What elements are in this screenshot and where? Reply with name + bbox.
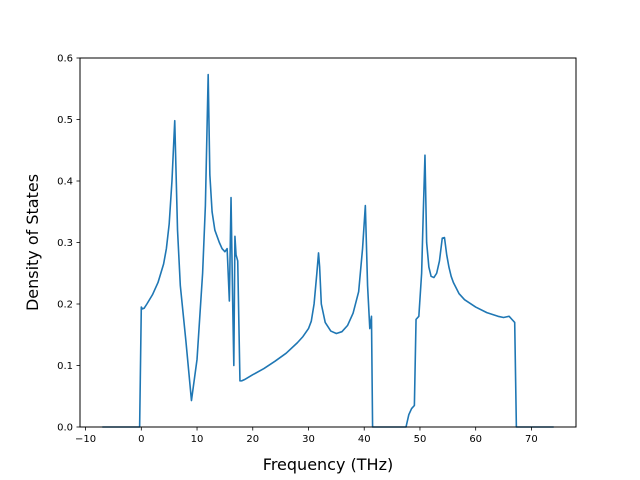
x-tick-label: 40 [358, 434, 371, 445]
y-tick-label: 0.1 [57, 361, 73, 372]
x-tick-label: 50 [414, 434, 427, 445]
y-tick-label: 0.5 [57, 115, 73, 126]
plot-area [80, 58, 576, 427]
y-axis-label: Density of States [23, 174, 42, 311]
y-tick-label: 0.3 [57, 238, 73, 249]
x-tick-label: 0 [138, 434, 144, 445]
x-tick-label: 30 [302, 434, 315, 445]
y-tick-label: 0.6 [57, 54, 73, 65]
y-tick-label: 0.2 [57, 300, 73, 311]
x-tick-label: 60 [469, 434, 482, 445]
series-layer [102, 73, 554, 428]
x-tick-label: 70 [525, 434, 538, 445]
x-tick-label: 20 [246, 434, 259, 445]
y-ticks: 0.0 0.1 0.2 0.3 0.4 0.5 0.6 [57, 54, 80, 434]
x-tick-label: −10 [75, 434, 96, 445]
dos-series-line [102, 73, 554, 428]
x-axis-label: Frequency (THz) [263, 455, 393, 474]
y-tick-label: 0.4 [57, 177, 73, 188]
y-tick-label: 0.0 [57, 423, 73, 434]
x-ticks: −10 0 10 20 30 40 50 60 70 [75, 427, 538, 445]
x-tick-label: 10 [191, 434, 204, 445]
